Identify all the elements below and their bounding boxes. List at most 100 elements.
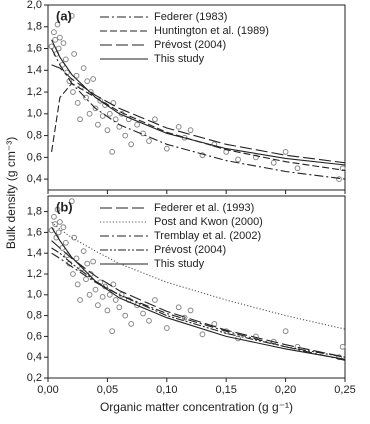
y-tick-label: 1,4 [27, 64, 42, 76]
data-point [104, 307, 111, 314]
data-point [339, 165, 346, 172]
y-tick-label: 0,6 [27, 330, 42, 342]
x-tick-label: 0,05 [97, 384, 118, 396]
data-point [199, 331, 206, 338]
data-point [83, 276, 89, 283]
y-tick-label: 0,6 [27, 151, 42, 163]
data-point [146, 138, 152, 144]
y-tick-label: 1,0 [27, 108, 42, 120]
data-point [128, 141, 135, 148]
curve [51, 247, 346, 358]
data-point [77, 116, 83, 123]
data-point [52, 36, 59, 43]
data-point [112, 116, 119, 123]
data-point [175, 304, 182, 311]
curve [51, 252, 346, 361]
data-point [109, 149, 116, 155]
x-tick-label: 0,25 [334, 384, 355, 396]
plot-frame [47, 195, 346, 379]
data-point [92, 105, 99, 112]
legend-label: Federer et al. (1993) [154, 202, 254, 214]
data-point [51, 213, 57, 220]
data-point [106, 110, 113, 117]
data-point [70, 271, 76, 277]
y-axis-label: Bulk density (g cm⁻³) [4, 137, 18, 249]
y-tick-label: 1,0 [27, 289, 42, 301]
curve [51, 48, 346, 180]
data-point [339, 343, 346, 350]
data-point [94, 302, 101, 309]
legend-label: Huntington et al. (1989) [154, 25, 269, 37]
data-point [294, 343, 301, 350]
data-point [104, 127, 111, 134]
data-point [70, 89, 76, 95]
data-point [62, 239, 69, 246]
y-tick-label: 1,2 [27, 268, 42, 280]
data-point [99, 293, 106, 300]
data-point [152, 297, 158, 303]
data-point [71, 234, 78, 241]
data-point [282, 149, 289, 155]
curve [51, 64, 346, 164]
legend-label: Prévost (2004) [154, 39, 226, 51]
data-point [140, 310, 146, 317]
legend-label: This study [154, 258, 205, 270]
data-point [54, 206, 61, 213]
data-point [68, 12, 75, 19]
y-tick-label: 1,8 [27, 206, 42, 218]
y-tick-label: 0,4 [27, 351, 42, 363]
data-point [106, 291, 113, 298]
data-point [55, 229, 62, 236]
data-point [48, 43, 55, 50]
y-tick-label: 2,0 [27, 0, 42, 11]
y-tick-label: 0,8 [27, 310, 42, 322]
curve [51, 240, 346, 358]
data-point [56, 34, 63, 41]
data-point [152, 116, 158, 123]
data-point [92, 286, 99, 293]
data-point [253, 154, 259, 161]
x-tick-label: 0,15 [215, 384, 236, 396]
data-point [122, 312, 129, 319]
data-point [128, 321, 135, 327]
data-point [336, 176, 342, 183]
data-point [94, 121, 101, 128]
data-point [84, 260, 91, 267]
plot-frame [47, 4, 346, 191]
data-point [68, 198, 75, 205]
data-point [84, 78, 91, 85]
y-tick-label: 1,4 [27, 247, 42, 259]
data-point [80, 65, 87, 72]
y-tick-label: 0,8 [27, 129, 42, 141]
legend-label: Post and Kwon (2000) [154, 216, 263, 228]
curve [51, 226, 346, 360]
data-point [235, 156, 241, 163]
data-point [74, 281, 81, 288]
data-point [52, 221, 59, 227]
data-point [175, 123, 182, 130]
data-point [86, 110, 93, 117]
x-tick-label: 0,00 [37, 384, 58, 396]
data-point [83, 94, 89, 101]
panel-label: (a) [56, 8, 72, 23]
data-point [187, 127, 194, 134]
data-point [73, 255, 80, 262]
data-point [270, 159, 277, 166]
data-point [146, 317, 152, 324]
data-point [294, 165, 301, 172]
data-point [64, 252, 70, 259]
data-point [90, 76, 97, 82]
curve [51, 39, 346, 166]
y-tick-label: 1,6 [27, 42, 42, 54]
data-point [74, 100, 81, 106]
curve [51, 82, 346, 171]
data-point [86, 291, 93, 298]
data-point [77, 297, 83, 303]
x-axis-label: Organic matter concentration (g g⁻¹) [100, 400, 293, 414]
data-point [187, 307, 194, 314]
data-point [62, 56, 69, 63]
data-point [122, 132, 129, 139]
data-point [110, 281, 117, 288]
data-point [99, 113, 106, 119]
